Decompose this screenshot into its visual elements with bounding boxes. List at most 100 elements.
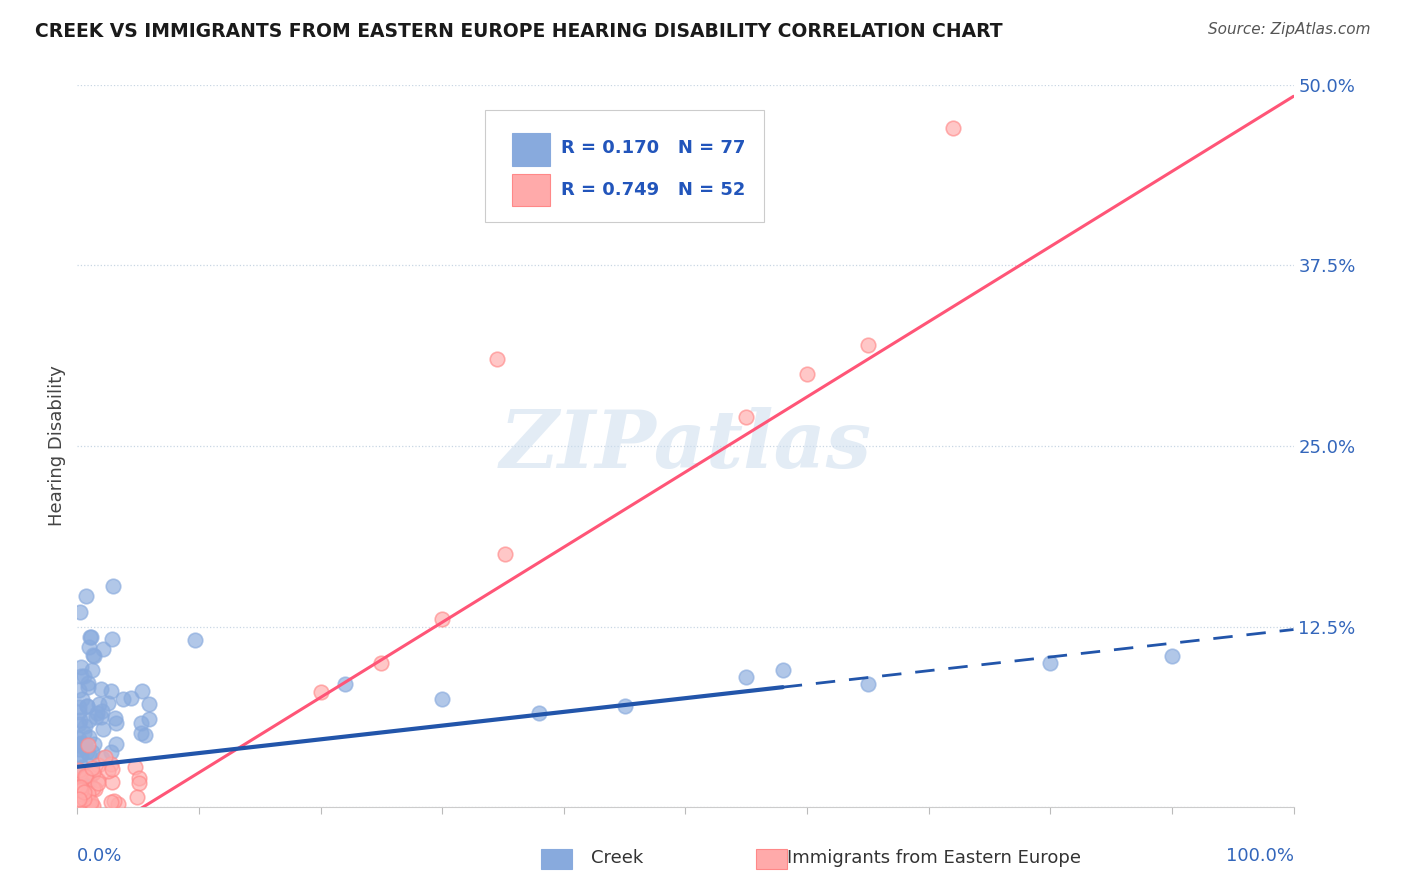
Point: [91, 722, 114, 736]
Point: [69, 781, 91, 796]
Point: [100, 795, 122, 809]
Point: [73, 780, 96, 795]
Point: [67, 738, 90, 752]
Point: [80, 761, 103, 775]
FancyBboxPatch shape: [485, 110, 765, 222]
Point: [69, 713, 91, 727]
Point: [856, 677, 879, 691]
Point: [72, 692, 94, 706]
Point: [75, 738, 97, 752]
Point: [100, 745, 122, 759]
Point: [87, 697, 110, 711]
Point: [1039, 656, 1062, 670]
Point: [735, 670, 758, 684]
Text: Creek: Creek: [591, 849, 643, 867]
FancyBboxPatch shape: [512, 174, 550, 206]
Point: [77, 680, 100, 694]
Point: [128, 771, 150, 785]
Point: [772, 663, 794, 677]
Point: [333, 677, 356, 691]
Point: [70, 660, 93, 674]
Point: [91, 641, 114, 656]
Point: [82, 765, 104, 780]
Point: [485, 352, 508, 367]
Point: [494, 548, 516, 562]
Point: [69, 780, 91, 795]
Point: [67, 797, 90, 812]
Text: Source: ZipAtlas.com: Source: ZipAtlas.com: [1208, 22, 1371, 37]
Point: [430, 612, 453, 626]
Point: [129, 726, 152, 740]
Point: [86, 706, 108, 721]
Point: [67, 792, 90, 806]
Point: [82, 798, 104, 813]
Point: [69, 747, 91, 762]
Point: [67, 737, 90, 751]
Point: [104, 716, 127, 731]
Point: [529, 706, 551, 721]
Point: [430, 692, 453, 706]
Point: [82, 780, 104, 795]
Text: CREEK VS IMMIGRANTS FROM EASTERN EUROPE HEARING DISABILITY CORRELATION CHART: CREEK VS IMMIGRANTS FROM EASTERN EUROPE …: [35, 22, 1002, 41]
Point: [67, 682, 90, 697]
Point: [96, 696, 118, 710]
Point: [90, 681, 112, 696]
Point: [73, 768, 96, 782]
Point: [67, 705, 90, 719]
Point: [613, 699, 636, 714]
Point: [77, 676, 100, 690]
Point: [87, 775, 110, 789]
Point: [67, 763, 90, 777]
Point: [67, 770, 90, 784]
Point: [70, 772, 93, 786]
Point: [67, 731, 90, 746]
Point: [100, 683, 122, 698]
Text: R = 0.170   N = 77: R = 0.170 N = 77: [561, 139, 745, 157]
Point: [87, 758, 110, 772]
Point: [76, 698, 98, 713]
Point: [76, 699, 98, 714]
Point: [69, 605, 91, 619]
Point: [69, 780, 91, 794]
Point: [75, 770, 97, 784]
Point: [131, 715, 153, 730]
Text: ZIPatlas: ZIPatlas: [499, 408, 872, 484]
Point: [72, 785, 94, 799]
Y-axis label: Hearing Disability: Hearing Disability: [48, 366, 66, 526]
Point: [69, 736, 91, 750]
Point: [67, 716, 90, 731]
Point: [82, 765, 104, 780]
Point: [856, 338, 879, 352]
Point: [101, 763, 124, 777]
Point: [82, 648, 104, 662]
Point: [91, 704, 114, 718]
Point: [94, 750, 117, 764]
Point: [942, 121, 965, 136]
Point: [69, 787, 91, 801]
Point: [70, 798, 93, 813]
Point: [83, 782, 105, 797]
Point: [90, 750, 112, 764]
Point: [309, 684, 332, 698]
Point: [100, 757, 122, 772]
Point: [103, 579, 125, 593]
Text: 0.0%: 0.0%: [77, 847, 122, 865]
Point: [112, 692, 135, 706]
Point: [107, 797, 129, 812]
Text: R = 0.749   N = 52: R = 0.749 N = 52: [561, 180, 745, 199]
Point: [69, 747, 91, 762]
Point: [82, 745, 104, 759]
Point: [370, 656, 392, 670]
Point: [82, 664, 104, 678]
Point: [103, 794, 125, 808]
Point: [77, 738, 100, 752]
Point: [77, 786, 100, 800]
Point: [131, 684, 153, 698]
Point: [83, 648, 105, 663]
FancyBboxPatch shape: [512, 133, 550, 166]
Point: [67, 699, 90, 714]
Point: [77, 747, 100, 762]
Point: [69, 783, 91, 797]
Point: [125, 790, 148, 805]
Point: [87, 772, 110, 787]
